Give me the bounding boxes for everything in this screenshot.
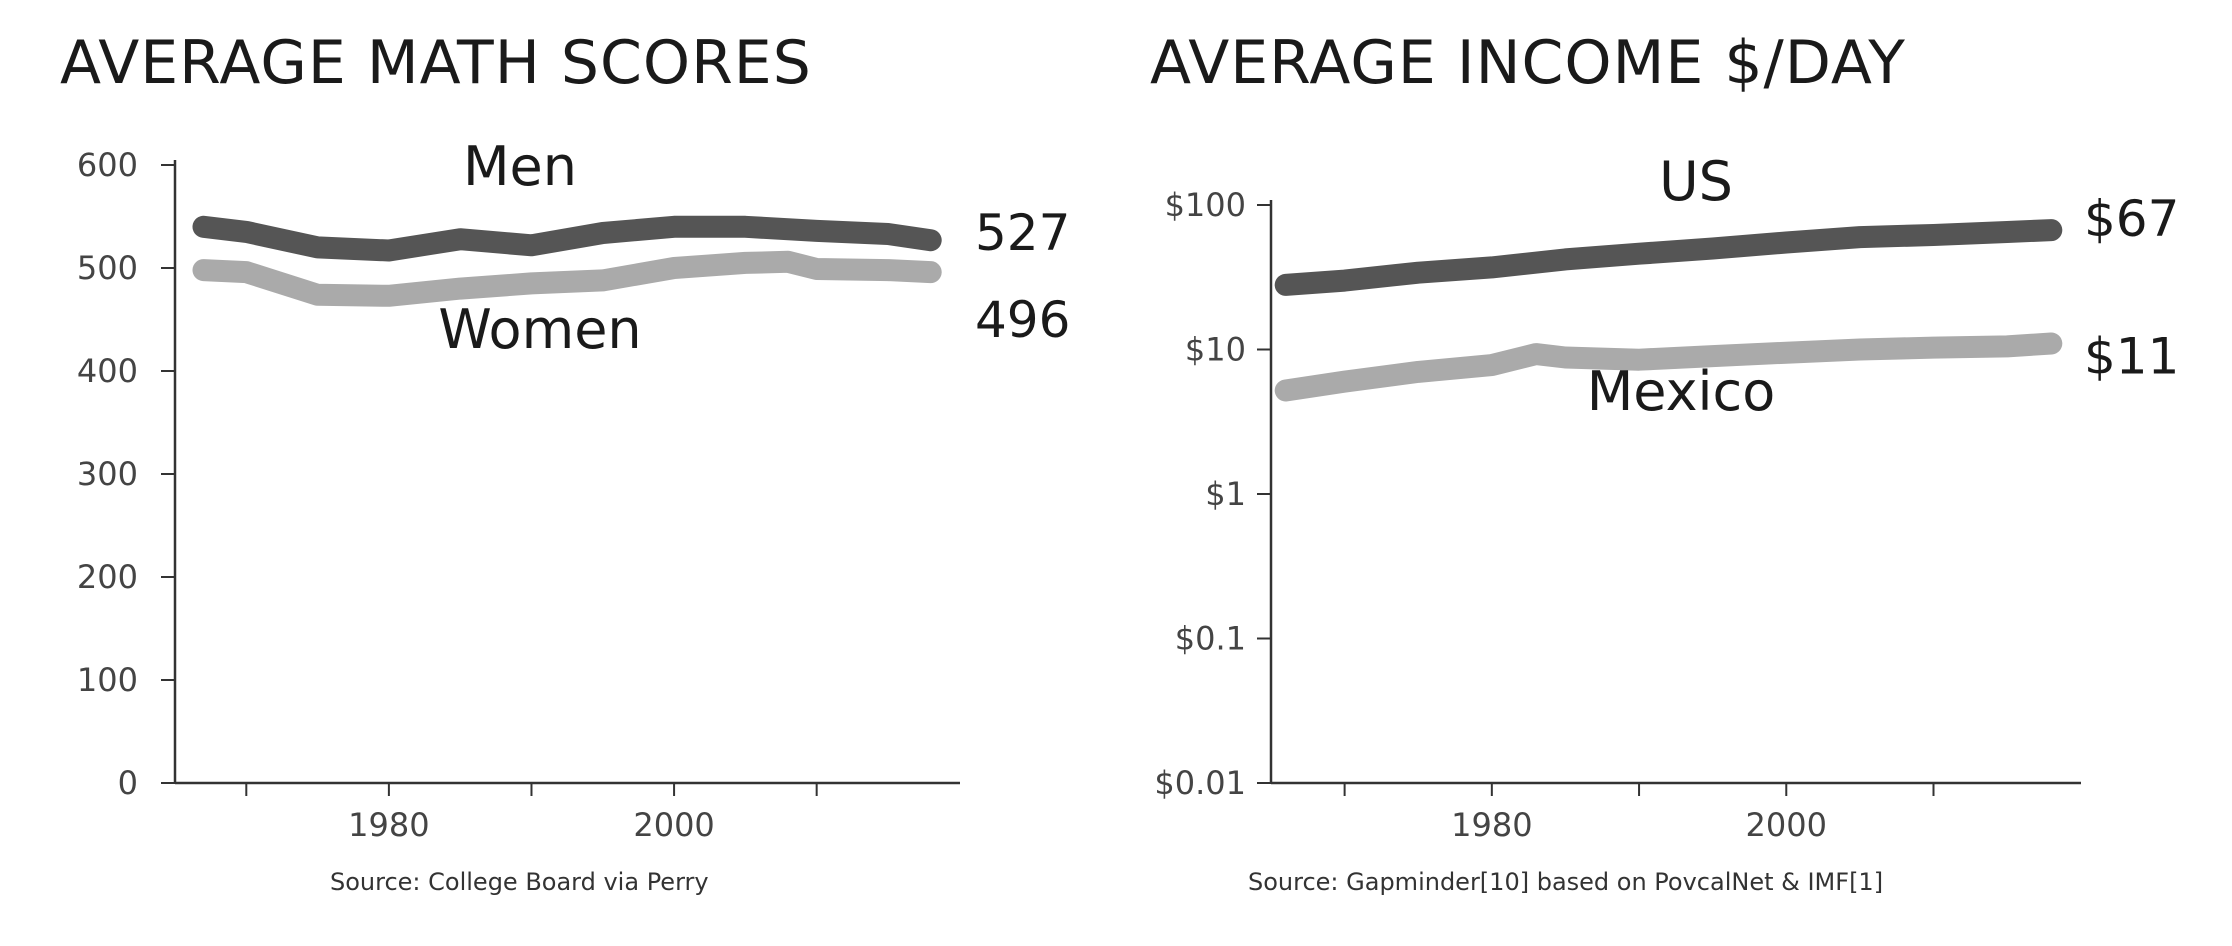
chart-title: AVERAGE MATH SCORES — [60, 28, 812, 98]
x-tick-label: 1980 — [1451, 806, 1532, 844]
y-tick-label: 400 — [77, 352, 138, 390]
y-tick-label: 600 — [77, 146, 138, 184]
y-tick-label: 200 — [77, 558, 138, 596]
chart-title: AVERAGE INCOME $/DAY — [1150, 28, 1906, 98]
y-tick-label: $1 — [1205, 475, 1246, 513]
y-tick-label: 500 — [77, 249, 138, 287]
y-tick-label: $0.1 — [1175, 620, 1246, 658]
series-name-label: Men — [463, 135, 577, 198]
series-end-label: $11 — [2084, 328, 2179, 386]
y-tick-label: $0.01 — [1154, 764, 1246, 802]
x-tick-label: 1980 — [348, 806, 429, 844]
x-tick-label: 2000 — [1746, 806, 1827, 844]
y-tick-label: 100 — [77, 661, 138, 699]
series-end-label: $67 — [2084, 190, 2179, 248]
series-name-label: US — [1659, 150, 1733, 213]
math-scores-chart: AVERAGE MATH SCORES 0 100 200 300 400 500 600 1… — [60, 28, 1071, 896]
income-chart: AVERAGE INCOME $/DAY $0.01 $0.1 $1 $10 $100 1… — [1116, 0, 2232, 946]
series-name-label: Mexico — [1587, 360, 1776, 423]
y-tick-label: 0 — [118, 764, 138, 802]
series-line-women — [192, 250, 942, 307]
chart-source: Source: College Board via Perry — [330, 868, 709, 896]
y-tick-label: $10 — [1185, 331, 1246, 369]
y-tick-label: 300 — [77, 455, 138, 493]
series-line-men — [192, 215, 942, 262]
income-plot: $0.01 $0.1 $1 $10 $100 1980 2000 US $67 Mexico $11 — [1154, 150, 2179, 844]
chart-source: Source: Gapminder[10] based on PovcalNet… — [1248, 868, 1884, 896]
series-line-mexico — [1274, 332, 2063, 402]
series-line-us — [1274, 219, 2063, 296]
series-end-label: 527 — [975, 204, 1070, 262]
series-end-label: 496 — [975, 291, 1070, 349]
x-tick-label: 2000 — [633, 806, 714, 844]
math-scores-plot: 0 100 200 300 400 500 600 1980 2000 Men 527 Women 49… — [77, 135, 1071, 844]
y-tick-label: $100 — [1165, 186, 1246, 224]
series-name-label: Women — [438, 298, 641, 361]
